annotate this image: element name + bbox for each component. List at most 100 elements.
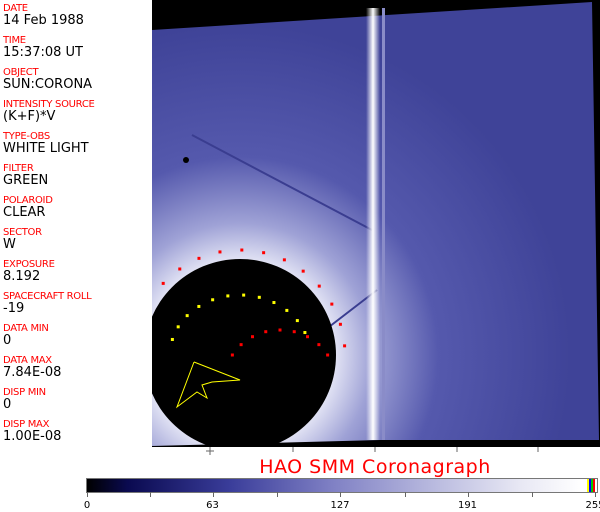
- colorbar-tick: [212, 492, 214, 497]
- red-marker: [306, 335, 309, 339]
- field-value: -19: [3, 301, 25, 316]
- field-object: OBJECT SUN:CORONA: [3, 67, 92, 92]
- field-time: TIME 15:37:08 UT: [3, 35, 83, 60]
- red-marker: [278, 328, 282, 332]
- field-disp-min: DISP MIN 0: [3, 387, 46, 412]
- colorbar-tick-label: 127: [330, 500, 350, 511]
- yellow-marker: [285, 308, 289, 312]
- colorbar-tick-label: 191: [457, 500, 478, 511]
- image-axis: [206, 447, 539, 455]
- field-label: SPACECRAFT ROLL: [3, 291, 92, 302]
- field-label: DISP MIN: [3, 387, 46, 398]
- red-marker: [282, 258, 286, 262]
- red-marker: [240, 248, 244, 252]
- red-marker: [230, 353, 234, 357]
- swatch-red: [593, 479, 595, 492]
- field-label: DATA MAX: [3, 355, 52, 366]
- red-marker: [218, 250, 222, 254]
- field-data-min: DATA MIN 0: [3, 323, 49, 348]
- colorbar-tick: [595, 492, 596, 497]
- red-marker: [262, 251, 266, 255]
- red-marker: [161, 281, 165, 285]
- field-filter: FILTER GREEN: [3, 163, 48, 188]
- field-value: 14 Feb 1988: [3, 13, 84, 28]
- field-label: DATE: [3, 3, 28, 14]
- yellow-marker: [176, 325, 180, 329]
- yellow-marker: [242, 293, 246, 297]
- swatch-yellow: [587, 479, 589, 492]
- field-intensity-source: INTENSITY SOURCE (K+F)*V: [3, 99, 95, 124]
- yellow-marker: [226, 294, 230, 298]
- red-marker: [326, 353, 330, 357]
- field-label: TYPE-OBS: [3, 131, 50, 142]
- field-label: DATA MIN: [3, 323, 49, 334]
- metadata-panel: DATE 14 Feb 1988 TIME 15:37:08 UT OBJECT SUN:…: [0, 0, 153, 447]
- yellow-marker: [257, 295, 261, 299]
- field-label: INTENSITY SOURCE: [3, 99, 95, 110]
- red-marker: [264, 330, 268, 334]
- coronagraph-image: [152, 0, 600, 447]
- colorbar-tick-label: 0: [83, 500, 91, 511]
- field-value: 0: [3, 333, 12, 348]
- colorbar-tick: [87, 492, 88, 497]
- yellow-marker: [185, 314, 189, 318]
- red-marker: [317, 343, 321, 347]
- colorbar-tick: [340, 492, 341, 497]
- field-date: DATE 14 Feb 1988: [3, 3, 84, 28]
- colorbar-minor-tick: [532, 492, 534, 497]
- field-data-max: DATA MAX 7.84E-08: [3, 355, 61, 380]
- streak: [366, 8, 380, 440]
- field-label: EXPOSURE: [3, 259, 55, 270]
- colorbar-minor-tick: [277, 492, 279, 497]
- pylon-outline: [175, 361, 241, 409]
- field-value: SUN:CORONA: [3, 77, 93, 92]
- field-label: FILTER: [3, 163, 34, 174]
- yellow-marker: [211, 298, 215, 302]
- field-value: 1.00E-08: [3, 429, 62, 444]
- colorbar-minor-tick: [404, 492, 406, 497]
- field-value: GREEN: [3, 173, 49, 188]
- red-marker: [301, 269, 305, 273]
- field-value: 8.192: [3, 269, 41, 284]
- field-value: (K+F)*V: [3, 109, 56, 124]
- field-label: TIME: [3, 35, 26, 46]
- colorbar-tick: [467, 492, 469, 497]
- field-value: CLEAR: [3, 205, 46, 220]
- instrument-title: HAO SMM Coronagraph: [259, 456, 491, 478]
- yellow-marker: [272, 301, 276, 305]
- yellow-marker: [170, 337, 174, 341]
- red-marker: [178, 267, 182, 271]
- field-type-obs: TYPE-OBS WHITE LIGHT: [3, 131, 89, 156]
- field-spacecraft-roll: SPACECRAFT ROLL -19: [3, 291, 92, 316]
- yellow-marker: [303, 331, 307, 335]
- field-disp-max: DISP MAX 1.00E-08: [3, 419, 61, 444]
- field-exposure: EXPOSURE 8.192: [3, 259, 55, 284]
- field-value: WHITE LIGHT: [3, 141, 89, 156]
- field-value: 7.84E-08: [3, 365, 62, 380]
- red-marker: [330, 302, 334, 306]
- colorbar-tick-label: 63: [206, 500, 219, 511]
- field-value: 15:37:08 UT: [3, 45, 83, 60]
- red-marker: [343, 344, 347, 348]
- swatch-blue: [589, 479, 591, 492]
- red-marker: [292, 330, 296, 334]
- field-label: SECTOR: [3, 227, 42, 238]
- field-label: DISP MAX: [3, 419, 50, 430]
- colorbar: [86, 478, 598, 493]
- field-polaroid: POLAROID CLEAR: [3, 195, 53, 220]
- field-sector: SECTOR W: [3, 227, 42, 252]
- field-value: W: [3, 237, 16, 252]
- red-marker: [239, 343, 243, 347]
- field-value: 0: [3, 397, 12, 412]
- field-label: OBJECT: [3, 67, 39, 78]
- red-marker: [197, 256, 201, 260]
- red-marker: [317, 284, 321, 288]
- colorbar-minor-tick: [149, 492, 151, 497]
- yellow-marker: [197, 304, 201, 308]
- red-marker: [338, 322, 342, 326]
- swatch-green: [591, 479, 593, 492]
- field-label: POLAROID: [3, 195, 53, 206]
- yellow-marker: [295, 319, 299, 323]
- markers: [161, 248, 347, 357]
- colorbar-tick-label: 255: [585, 500, 600, 511]
